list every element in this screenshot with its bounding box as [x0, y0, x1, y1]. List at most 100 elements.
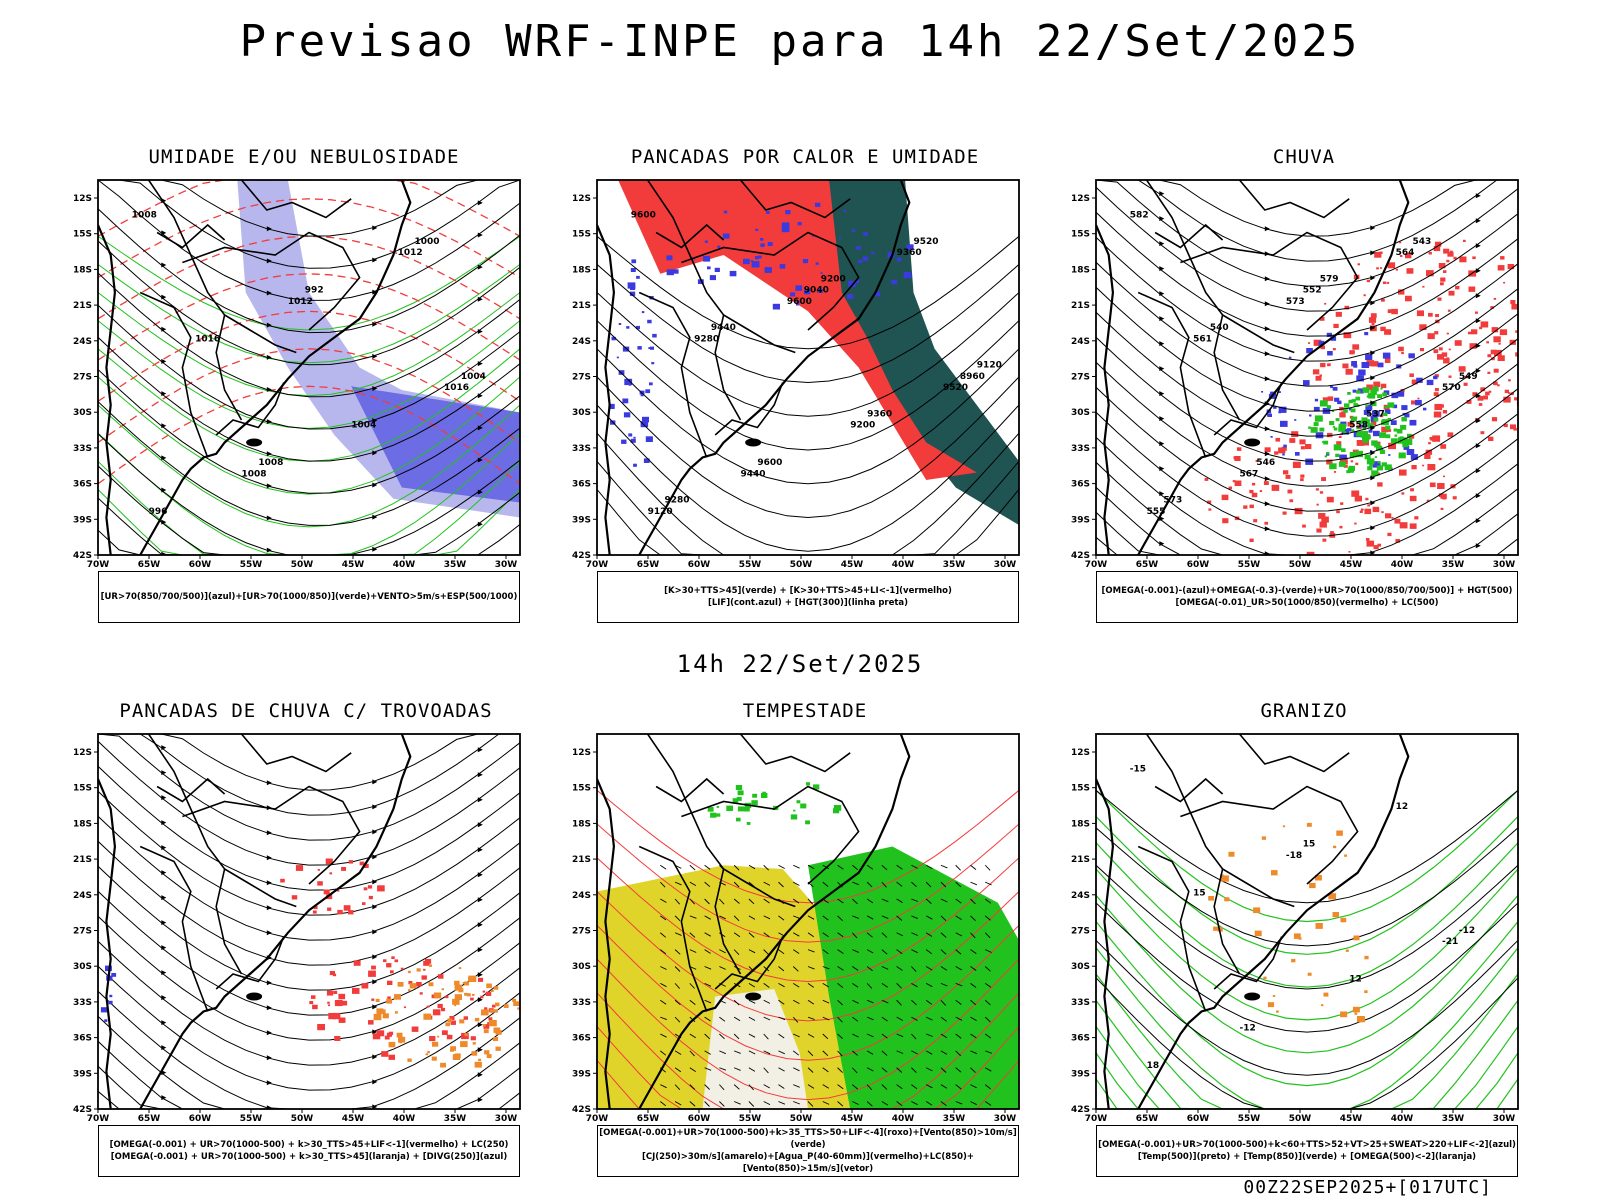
field-cell — [1388, 442, 1396, 450]
field-cell — [1358, 420, 1363, 424]
field-cell — [1409, 495, 1417, 502]
streamline-arrow — [1475, 443, 1481, 449]
field-cell — [1306, 822, 1312, 827]
field-cell — [326, 990, 334, 996]
wind-vector — [704, 1050, 711, 1055]
wind-vector — [778, 1067, 785, 1072]
field-cell — [1446, 332, 1449, 335]
field-cell — [1261, 836, 1266, 840]
lon-label: 45W — [841, 560, 864, 570]
field-cell — [1282, 453, 1285, 456]
field-cell — [440, 1062, 446, 1068]
wind-vector — [970, 999, 977, 1006]
contour-label: 9360 — [897, 248, 922, 258]
wind-vector — [881, 1084, 888, 1090]
country-border — [1154, 777, 1224, 803]
wind-vector — [807, 915, 815, 920]
field-cell — [1315, 923, 1323, 929]
contour-label: 552 — [1303, 286, 1322, 296]
field-cell — [760, 238, 764, 241]
streamline-arrow — [477, 897, 483, 903]
field-cell — [394, 994, 401, 1000]
field-cell — [1513, 427, 1517, 431]
field-cell — [1320, 362, 1326, 368]
subtitle-time: 14h 22/Set/2025 — [676, 650, 924, 678]
field-area — [351, 386, 520, 503]
wind-vector — [807, 1084, 815, 1089]
field-cell — [1479, 326, 1483, 330]
field-cell — [396, 1032, 403, 1038]
field-cell — [1261, 391, 1264, 393]
lat-label: 36S — [1071, 480, 1090, 490]
field-cell — [1411, 465, 1417, 470]
wind-vector — [911, 1084, 918, 1090]
wind-vector — [719, 915, 726, 920]
wind-vector — [704, 898, 710, 905]
wind-vector — [837, 1016, 843, 1023]
contour-line — [1096, 902, 1518, 1033]
wind-vector — [674, 966, 681, 972]
field-cell — [488, 1017, 493, 1021]
wind-vector — [896, 1016, 904, 1021]
wind-vector — [763, 864, 770, 871]
field-cell — [437, 1003, 443, 1009]
wind-vector — [866, 1033, 874, 1038]
lat-label: 39S — [1071, 515, 1090, 525]
lat-label: 18S — [572, 819, 591, 829]
field-cell — [452, 998, 460, 1005]
lon-label: 60W — [189, 1114, 212, 1124]
field-cell — [893, 281, 898, 284]
field-cell — [1373, 381, 1381, 388]
field-cell — [1233, 456, 1238, 460]
field-cell — [397, 982, 404, 987]
streamline-arrow — [477, 747, 483, 753]
field-cell — [1313, 422, 1319, 427]
lat-label: 12S — [73, 194, 92, 204]
field-cell — [1293, 933, 1301, 939]
streamline — [98, 740, 520, 866]
wind-vector — [940, 1101, 947, 1107]
wind-vector — [896, 1033, 904, 1038]
field-cell — [1503, 396, 1511, 403]
field-cell — [1414, 516, 1419, 520]
contour-label: 555 — [1147, 507, 1166, 517]
field-cell — [1350, 460, 1354, 463]
country-border — [1213, 936, 1283, 990]
wind-vector — [984, 1033, 992, 1039]
wind-vector — [866, 1101, 873, 1107]
field-cell — [616, 356, 619, 359]
field-cell — [470, 997, 474, 1001]
field-cell — [1364, 508, 1372, 515]
field-cell — [441, 1007, 446, 1012]
field-cell — [1530, 355, 1537, 361]
field-cell — [376, 1008, 384, 1014]
field-cell — [327, 1001, 330, 1004]
field-cell — [1493, 368, 1499, 373]
map-content: 5825735705675645615585555525495465435405… — [1096, 180, 1537, 555]
field-cell — [1404, 438, 1413, 445]
field-cell — [1500, 256, 1505, 260]
field-cell — [1323, 992, 1329, 997]
lon-label: 60W — [688, 560, 711, 570]
field-cell — [1521, 343, 1529, 349]
wind-vector — [896, 966, 903, 971]
field-cell — [407, 970, 411, 974]
streamline — [98, 915, 520, 1041]
field-cell — [1394, 518, 1401, 524]
streamline-arrow — [1475, 543, 1481, 549]
streamline-arrow — [372, 1029, 378, 1035]
field-cell — [1522, 404, 1526, 407]
field-cell — [642, 416, 649, 423]
field-cell — [761, 792, 768, 798]
field-cell — [752, 793, 758, 798]
field-cell — [766, 211, 770, 214]
lat-label: 15S — [1071, 784, 1090, 794]
wind-vector — [866, 999, 874, 1004]
field-cell — [309, 1001, 314, 1005]
field-cell — [1361, 432, 1368, 438]
country-border — [714, 868, 742, 975]
field-cell — [1447, 432, 1454, 437]
wind-vector — [674, 881, 682, 886]
field-cell — [1529, 411, 1532, 414]
field-cell — [327, 1004, 331, 1007]
